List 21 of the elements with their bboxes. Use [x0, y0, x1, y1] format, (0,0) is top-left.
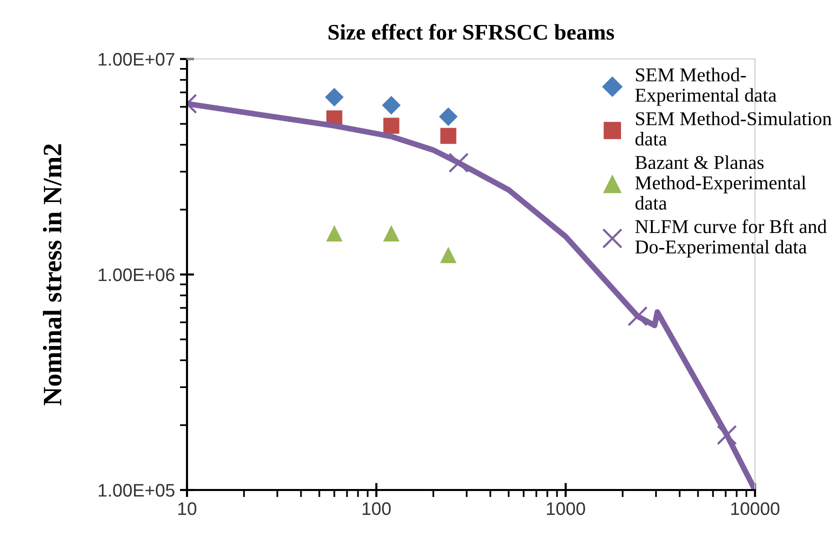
- legend-label: SEM Method-Simulation data: [635, 112, 832, 146]
- point: [383, 118, 400, 134]
- x-tick-label: 100: [362, 502, 391, 516]
- point: [325, 88, 344, 106]
- x-tick-label: 10000: [731, 502, 780, 516]
- y-axis-title: Nominal stress in N/m2: [42, 144, 62, 406]
- point: [439, 107, 458, 126]
- point: [382, 96, 401, 114]
- point: [383, 225, 400, 242]
- y-tick-label: 1.00E+06: [98, 268, 174, 282]
- legend-label: NLFM curve for Bft and Do-Experimental data: [635, 219, 827, 258]
- point: [440, 247, 456, 264]
- y-tick-label: 1.00E+07: [98, 52, 174, 66]
- y-tick-label: 1.00E+05: [98, 484, 174, 497]
- x-tick-label: 1000: [546, 502, 586, 516]
- point: [440, 128, 456, 144]
- legend-label: SEM Method-Experimental data: [635, 68, 776, 106]
- legend-label: Bazant & Planas Method-Experimental data: [635, 155, 806, 210]
- x-tick-label: 10: [178, 502, 196, 516]
- chart-title: Size effect for SFRSCC beams: [328, 24, 614, 40]
- point: [326, 225, 342, 242]
